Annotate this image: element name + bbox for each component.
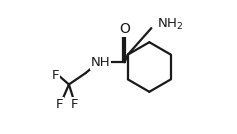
Text: O: O bbox=[119, 23, 130, 36]
Text: F: F bbox=[56, 98, 63, 111]
Text: F: F bbox=[71, 98, 79, 111]
Text: F: F bbox=[52, 68, 59, 82]
Text: NH$_2$: NH$_2$ bbox=[157, 17, 183, 32]
Text: NH: NH bbox=[91, 56, 110, 69]
